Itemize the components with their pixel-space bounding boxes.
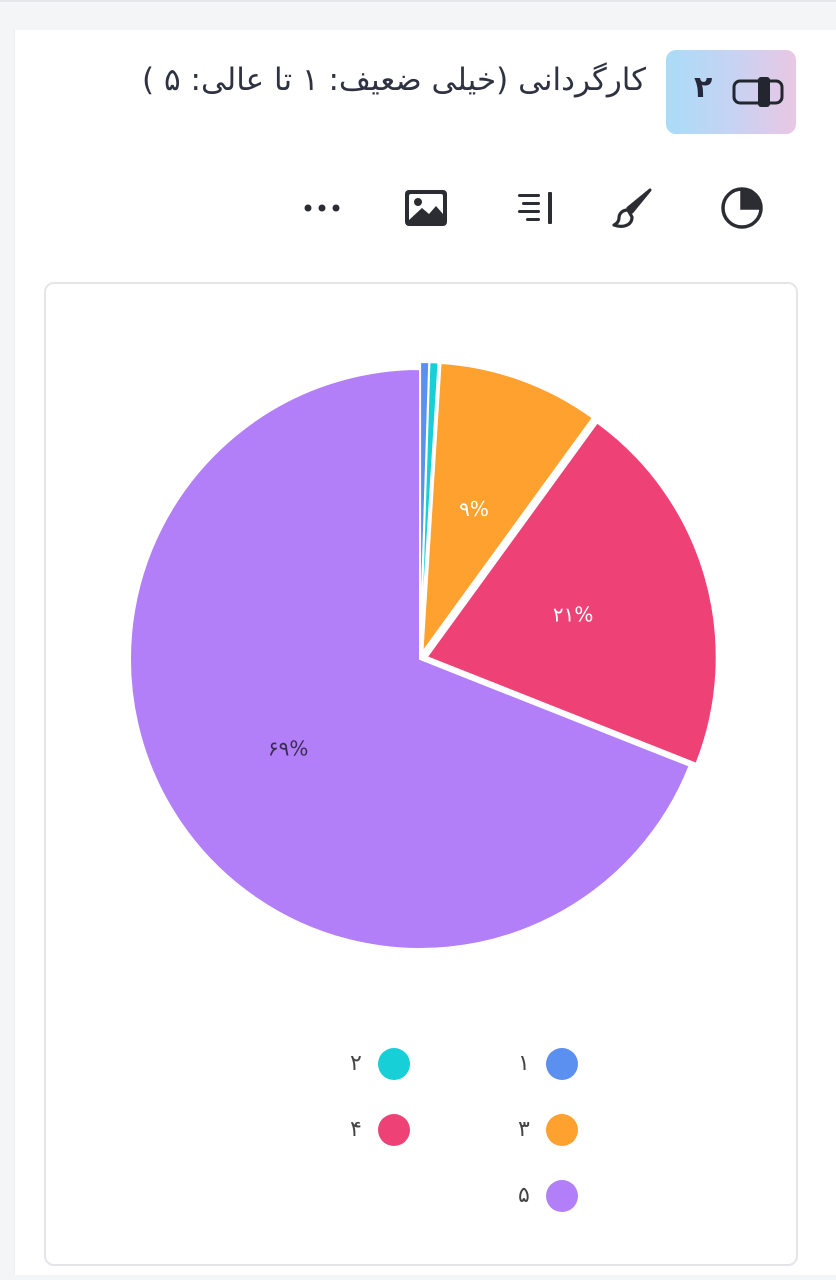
legend-color-dot xyxy=(546,1180,578,1212)
more-icon[interactable] xyxy=(300,184,348,232)
brush-icon[interactable] xyxy=(610,184,658,232)
legend-color-dot xyxy=(378,1114,410,1146)
question-number-badge: ۲ xyxy=(666,50,796,134)
slice-data-label: ۲۱% xyxy=(553,603,594,627)
slice-data-label: ۹% xyxy=(459,497,489,521)
legend-label: ۴ xyxy=(350,1117,362,1142)
legend-item[interactable]: ۴ xyxy=(338,1112,418,1148)
legend-color-dot xyxy=(546,1114,578,1146)
legend-item[interactable]: ۱ xyxy=(506,1046,586,1082)
pie-chart: ۹% ۲۱% ۶۹% xyxy=(129,361,718,950)
slice-data-label: ۶۹% xyxy=(268,737,309,761)
align-right-icon[interactable] xyxy=(512,184,560,232)
question-number: ۲ xyxy=(694,70,713,105)
legend-item[interactable]: ۳ xyxy=(506,1112,586,1148)
legend-color-dot xyxy=(546,1048,578,1080)
question-title: کارگردانی (خیلی ضعیف: ۱ تا عالی: ۵ ) xyxy=(142,62,646,98)
legend-color-dot xyxy=(378,1048,410,1080)
pie-slice-4[interactable] xyxy=(425,421,718,765)
legend-label: ۱ xyxy=(518,1051,530,1076)
legend-item[interactable]: ۲ xyxy=(338,1046,418,1082)
chart-container: ۹% ۲۱% ۶۹% ۱ ۲ ۳ ۴ ۵ xyxy=(44,282,798,1266)
legend-item[interactable]: ۵ xyxy=(506,1178,586,1214)
top-divider xyxy=(0,0,836,2)
pie-slice-3[interactable] xyxy=(421,361,594,654)
legend-label: ۵ xyxy=(518,1183,530,1208)
pie-slice-5[interactable] xyxy=(129,368,691,950)
pie-chart-icon[interactable] xyxy=(718,184,766,232)
toggle-icon xyxy=(732,77,784,107)
image-icon[interactable] xyxy=(402,184,450,232)
pie-slice-2[interactable] xyxy=(419,361,440,654)
legend-label: ۳ xyxy=(518,1117,530,1142)
legend-label: ۲ xyxy=(350,1051,362,1076)
